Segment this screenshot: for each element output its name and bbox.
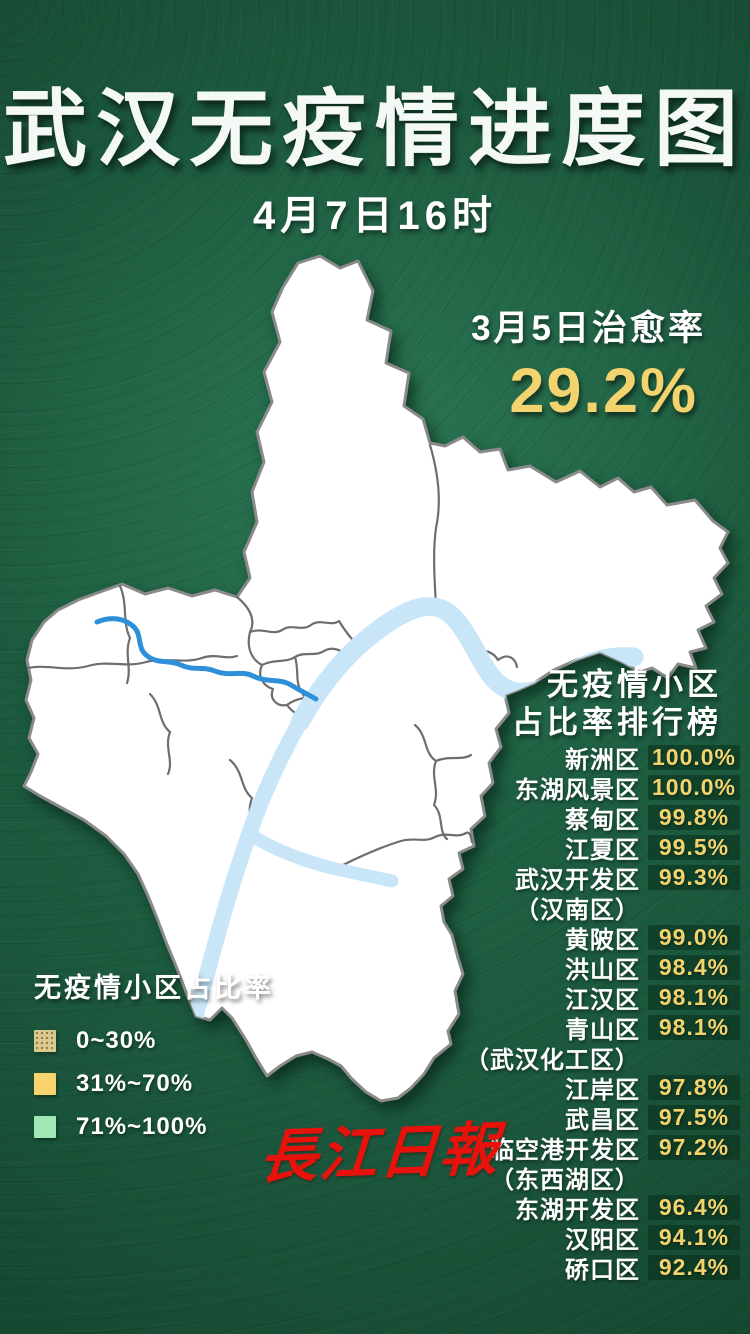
district-label: 江夏区 [565, 836, 640, 864]
district-label: 汉阳区 [565, 1226, 640, 1254]
value-box: 98.1% [648, 1013, 740, 1040]
legend: 无疫情小区占比率 0~30% 31%~70% 71%~100% [34, 966, 274, 1148]
cure-rate-value: 29.2% [509, 356, 698, 426]
district-value: 100.0% [651, 743, 736, 770]
ranking-row: 东湖风景区 100.0% [380, 772, 740, 804]
district-value: 99.0% [658, 923, 730, 950]
district-label: 硚口区 [565, 1256, 640, 1284]
ranking-row: 黄陂区 99.0% [380, 922, 740, 954]
district-value: 99.3% [658, 863, 730, 890]
district-label: 洪山区 [565, 956, 640, 984]
district-label: （武汉化工区） [465, 1046, 640, 1074]
ranking-row: 汉阳区 94.1% [380, 1222, 740, 1254]
district-label: 江汉区 [565, 986, 640, 1014]
district-value: 96.4% [658, 1193, 730, 1220]
district-label: 武汉开发区 [515, 866, 640, 894]
ranking-rows: 新洲区 100.0% 东湖风景区 100.0% 蔡甸区 99.8% 江夏区 99… [380, 742, 740, 1284]
ranking-row: 新洲区 100.0% [380, 742, 740, 774]
ranking-row: 硚口区 92.4% [380, 1252, 740, 1284]
district-label: （汉南区） [515, 896, 640, 924]
ranking-row: 青山区 98.1% [380, 1012, 740, 1044]
legend-item: 71%~100% [34, 1105, 274, 1148]
district-value: 98.1% [658, 983, 730, 1010]
value-box: 100.0% [648, 743, 740, 770]
value-box: 99.3% [648, 863, 740, 890]
ranking-title-line1: 无疫情小区 [547, 667, 722, 702]
district-value: 100.0% [651, 773, 736, 800]
ranking-row: 蔡甸区 99.8% [380, 802, 740, 834]
ranking-row: 洪山区 98.4% [380, 952, 740, 984]
district-label: （东西湖区） [490, 1166, 640, 1194]
legend-item: 31%~70% [34, 1062, 274, 1105]
district-label: 武昌区 [565, 1106, 640, 1134]
value-box: 94.1% [648, 1223, 740, 1250]
ranking-title: 无疫情小区 占比率排行榜 [512, 666, 722, 742]
district-label: 新洲区 [565, 746, 640, 774]
ranking-row: 江岸区 97.8% [380, 1072, 740, 1104]
value-box: 99.0% [648, 923, 740, 950]
value-box: 98.1% [648, 983, 740, 1010]
ranking-row: （东西湖区） [380, 1162, 740, 1194]
legend-range-label: 71%~100% [76, 1112, 208, 1140]
district-label: 东湖开发区 [515, 1196, 640, 1224]
ranking-title-line2: 占比率排行榜 [512, 705, 722, 740]
district-label: 临空港开发区 [490, 1136, 640, 1164]
legend-item: 0~30% [34, 1019, 274, 1062]
ranking-row: 武昌区 97.5% [380, 1102, 740, 1134]
value-box: 99.5% [648, 833, 740, 860]
district-value: 92.4% [658, 1253, 730, 1280]
value-box: 96.4% [648, 1193, 740, 1220]
page-subtitle: 4月7日16时 [253, 194, 497, 238]
ranking-row: 临空港开发区 97.2% [380, 1132, 740, 1164]
ranking-row: 武汉开发区 99.3% [380, 862, 740, 894]
cure-rate-label: 3月5日治愈率 [471, 309, 706, 348]
legend-color-swatch [34, 1115, 56, 1138]
district-value: 98.4% [658, 953, 730, 980]
district-value: 97.8% [658, 1073, 730, 1100]
district-value: 97.2% [658, 1133, 730, 1160]
legend-title: 无疫情小区占比率 [34, 973, 274, 1003]
value-box: 97.8% [648, 1073, 740, 1100]
value-box: 99.8% [648, 803, 740, 830]
value-box: 92.4% [648, 1253, 740, 1280]
value-box: 97.5% [648, 1103, 740, 1130]
ranking-row: 江夏区 99.5% [380, 832, 740, 864]
page-title: 武汉无疫情进度图 [2, 82, 747, 176]
district-borders [26, 443, 519, 868]
district-label: 江岸区 [565, 1076, 640, 1104]
district-value: 98.1% [658, 1013, 730, 1040]
legend-items: 0~30% 31%~70% 71%~100% [34, 1019, 274, 1148]
han-river [94, 616, 319, 702]
legend-range-label: 31%~70% [76, 1069, 194, 1097]
ranking-row: （武汉化工区） [380, 1042, 740, 1074]
district-label: 青山区 [565, 1016, 640, 1044]
city-silhouette [22, 254, 730, 1103]
district-value: 99.5% [658, 833, 730, 860]
legend-color-swatch [34, 1072, 56, 1095]
district-label: 东湖风景区 [515, 776, 640, 804]
ranking-row: 东湖开发区 96.4% [380, 1192, 740, 1224]
district-value: 94.1% [658, 1223, 730, 1250]
value-box: 98.4% [648, 953, 740, 980]
cure-rate-callout: 3月5日治愈率 29.2% [471, 300, 706, 427]
value-box: 97.2% [648, 1133, 740, 1160]
value-box: 100.0% [648, 773, 740, 800]
district-label: 黄陂区 [565, 926, 640, 954]
ranking-row: 江汉区 98.1% [380, 982, 740, 1014]
ranking-row: （汉南区） [380, 892, 740, 924]
district-label: 蔡甸区 [565, 806, 640, 834]
legend-color-swatch [34, 1029, 56, 1052]
legend-range-label: 0~30% [76, 1026, 157, 1054]
changjiang-daily-logo: 長江日報 [257, 1114, 502, 1192]
district-value: 99.8% [658, 803, 730, 830]
district-value: 97.5% [658, 1103, 730, 1130]
